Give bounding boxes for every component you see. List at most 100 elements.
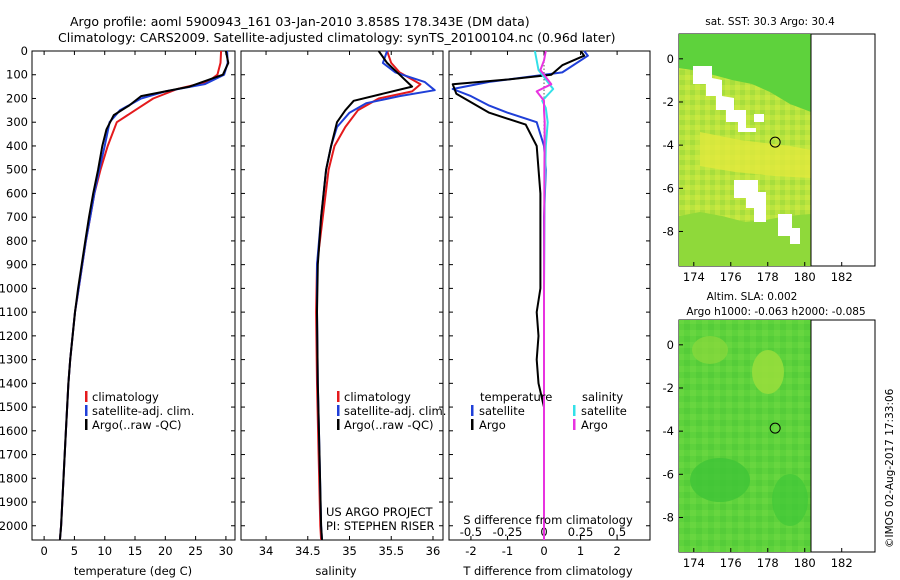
project-name: US ARGO PROJECT: [326, 505, 434, 519]
diff-legend-mark-targo: [471, 419, 474, 430]
depth-label-11: 1100: [0, 305, 28, 319]
sla-map-title1: Altim. SLA: 0.002: [707, 291, 798, 303]
sal-legend-sat: satellite-adj. clim.: [344, 404, 446, 418]
sal-xtick-label-2: 35: [342, 544, 357, 558]
sla-map-high-north: [692, 336, 728, 364]
sla-map: 174 176 178 180 182 0 -2 -4 -6 -8: [663, 319, 876, 570]
sal-xtick-label-3: 35.5: [378, 544, 404, 558]
sst-map: 174 176 178 180 182 0 -2 -4 -6 -8: [663, 33, 876, 284]
depth-label-14: 1400: [0, 376, 28, 390]
sst-ytick-label-0: 0: [667, 52, 674, 66]
sst-map-title: sat. SST: 30.3 Argo: 30.4: [705, 16, 835, 28]
depth-label-20: 2000: [0, 519, 28, 533]
temp-legend-clim: climatology: [92, 390, 159, 404]
salinity-depth-ticks: [241, 50, 443, 527]
sst-map-x-ticks: 174 176 178 180 182: [683, 262, 853, 284]
sla-map-x-ticks: 174 176 178 180 182: [683, 548, 853, 570]
sst-ytick-label-4: -8: [663, 224, 674, 238]
diff-legend-mark-sargo: [573, 419, 576, 430]
temperature-x-ticks: 0 5 10 15 20 25 30: [40, 51, 233, 558]
depth-label-4: 400: [6, 139, 28, 153]
sst-map-cloud-southeast: [778, 214, 800, 244]
temp-legend-argo: Argo(..raw -QC): [92, 418, 182, 432]
difference-panel-frame: [448, 50, 651, 541]
diff-legend-mark-tsat: [471, 405, 474, 416]
temperature-xlabel: temperature (deg C): [74, 564, 192, 578]
sst-map-cloud-north: [693, 66, 756, 132]
depth-label-2: 200: [6, 91, 28, 105]
sal-legend-mark-argo: [337, 419, 340, 430]
sal-series-2: [316, 50, 414, 541]
difference-xlabel-top: S difference from climatology: [463, 513, 633, 527]
difference-xlabel: T difference from climatology: [462, 564, 633, 578]
temp-xtick-label-2: 10: [97, 544, 112, 558]
temperature-lines: [58, 50, 230, 541]
diff-xtick-label-0: -2: [465, 544, 476, 558]
sal-xtick-label-1: 34.5: [295, 544, 321, 558]
depth-label-16: 1600: [0, 424, 28, 438]
sst-map-warm-band: [700, 132, 811, 178]
depth-label-18: 1800: [0, 471, 28, 485]
sla-map-low-south: [690, 458, 750, 502]
sst-argo-marker: [769, 136, 781, 148]
sst-xtick-label-4: 182: [831, 270, 853, 284]
diff-series-3: [535, 50, 553, 540]
temp-series-2: [58, 50, 230, 541]
diff-legend-tsat: satellite: [479, 404, 525, 418]
sla-map-y-ticks: 0 -2 -4 -6 -8: [663, 338, 683, 524]
difference-lines: [451, 50, 589, 540]
diff-xtick-label-3: 1: [577, 544, 584, 558]
temp-legend-sat: satellite-adj. clim.: [92, 404, 194, 418]
diff-legend-mark-ssat: [573, 405, 576, 416]
difference-depth-ticks: [449, 50, 650, 527]
sla-ytick-label-1: -2: [663, 381, 674, 395]
header-line1: Argo profile: aoml 5900943_161 03-Jan-20…: [70, 14, 530, 29]
sla-argo-marker: [769, 422, 781, 434]
diff-legend-temp-head: temperature: [480, 390, 552, 404]
depth-label-0: 0: [21, 44, 28, 58]
temp-xtick-label-4: 20: [158, 544, 173, 558]
sst-xtick-label-0: 174: [683, 270, 705, 284]
depth-label-13: 1300: [0, 353, 28, 367]
sla-xtick-label-4: 182: [831, 556, 853, 570]
salinity-xlabel: salinity: [315, 564, 356, 578]
depth-label-10: 1000: [0, 281, 28, 295]
diff-legend-ssat: satellite: [581, 404, 627, 418]
diff-xtick-label-4: 2: [613, 544, 620, 558]
sst-map-cloud-east: [754, 114, 764, 122]
sal-legend-mark-clim: [337, 391, 340, 402]
depth-label-9: 900: [6, 258, 28, 272]
sla-xtick-label-0: 174: [683, 556, 705, 570]
sla-ytick-label-3: -6: [663, 467, 674, 481]
sal-legend-mark-sat: [337, 405, 340, 416]
salinity-panel-frame: [240, 50, 444, 541]
depth-label-6: 600: [6, 186, 28, 200]
depth-label-19: 1900: [0, 495, 28, 509]
depth-label-15: 1500: [0, 400, 28, 414]
sal-xtick-label-0: 34: [259, 544, 274, 558]
header-line2: Climatology: CARS2009. Satellite-adjuste…: [58, 30, 615, 45]
depth-label-1: 100: [6, 68, 28, 82]
depth-label-7: 700: [6, 210, 28, 224]
sla-map-low-southeast: [772, 474, 808, 526]
sst-map-cloud-south: [734, 180, 766, 222]
sst-xtick-label-1: 176: [720, 270, 742, 284]
sla-map-title2: Argo h1000: -0.063 h2000: -0.085: [686, 306, 865, 318]
imos-credit: ©IMOS 02-Aug-2017 17:33:06: [884, 388, 896, 548]
sal-legend-clim: climatology: [344, 390, 411, 404]
salinity-x-ticks: 34 34.5 35 35.5 36: [259, 51, 441, 558]
sal-xtick-label-4: 36: [426, 544, 441, 558]
project-pi: PI: STEPHEN RISER: [326, 519, 435, 533]
sla-ytick-label-0: 0: [667, 338, 674, 352]
sst-xtick-label-3: 180: [794, 270, 816, 284]
salinity-lines: [315, 50, 436, 541]
temperature-legend: climatology satellite-adj. clim. Argo(..…: [85, 390, 194, 432]
temp-legend-mark-clim: [85, 391, 88, 402]
depth-axis: 0 100 200 300 400 500 600 700 800 900 1000 1100 1200…: [0, 44, 235, 533]
diff-xtick-label-2: 0: [540, 544, 547, 558]
sst-ytick-label-3: -6: [663, 181, 674, 195]
sst-ytick-label-1: -2: [663, 95, 674, 109]
depth-label-12: 1200: [0, 329, 28, 343]
diff-xtick-top-label-1: -0.25: [493, 525, 523, 539]
